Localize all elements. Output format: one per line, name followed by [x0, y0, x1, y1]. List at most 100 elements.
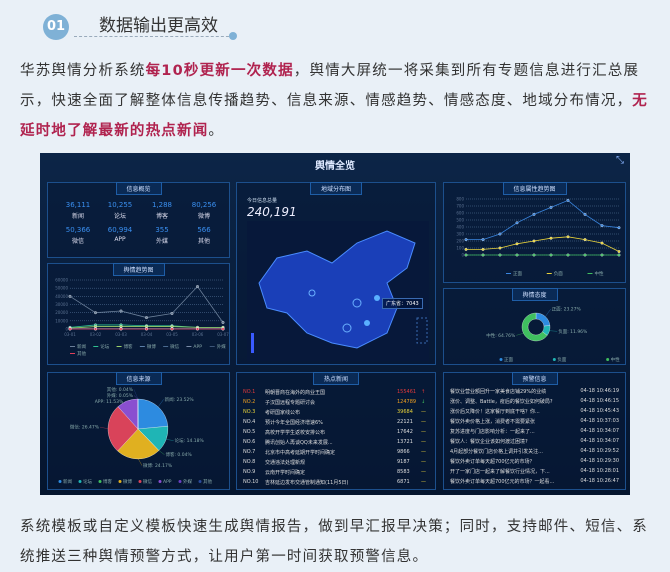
warning-title[interactable]: 餐饮外卖订单每天超700亿元的市场？一起看...: [450, 478, 575, 485]
stat-value: 60,994: [100, 226, 140, 234]
intro-paragraph: 华苏舆情分析系统每10秒更新一次数据，舆情大屏统一将采集到所有专题信息进行汇总展…: [20, 56, 650, 146]
panel-title: 舆情态度: [511, 288, 557, 301]
y-tick-label: 800: [456, 197, 464, 202]
data-point: [601, 224, 604, 227]
x-tick-label: 03-01: [64, 332, 76, 337]
warning-row[interactable]: 开了一家门店一起来了解餐饮行业情况，下...04-18 10:28:01: [450, 466, 619, 476]
legend-label[interactable]: 微博: [123, 478, 132, 485]
y-tick-label: 200: [456, 239, 464, 244]
warning-time: 04-18 10:45:43: [575, 408, 619, 414]
warning-title[interactable]: 餐饮外卖订单每天超700亿元的市场？: [450, 458, 575, 465]
data-point: [516, 243, 519, 246]
warning-row[interactable]: 餐饮外卖订单每天超700亿元的市场？一起看...04-18 10:26:47: [450, 476, 619, 486]
slice-新闻[interactable]: [138, 399, 168, 429]
legend-label[interactable]: 中性: [611, 356, 620, 363]
legend-label[interactable]: 负面: [557, 356, 566, 363]
legend-label[interactable]: 外媒: [183, 478, 192, 485]
legend-label[interactable]: 微博: [147, 343, 156, 350]
news-title[interactable]: 云南开学时间确定: [265, 469, 397, 476]
trend-icon: —: [421, 409, 429, 415]
x-tick-label: 03-02: [90, 332, 102, 337]
news-title[interactable]: 考研国家线公布: [265, 409, 397, 416]
legend-label[interactable]: 其他: [77, 350, 86, 357]
legend-label[interactable]: 中性: [595, 270, 604, 277]
stat-label: APP: [100, 236, 140, 243]
news-title[interactable]: 交通违法处理新规: [265, 459, 397, 466]
stat-value: 80,256: [184, 201, 224, 209]
warning-title[interactable]: 餐饮外卖价格上涨，消费者不需要紧张: [450, 418, 575, 425]
slice-正面[interactable]: [536, 313, 550, 326]
legend-label[interactable]: 博客: [124, 343, 133, 350]
legend-label[interactable]: 新闻: [77, 343, 86, 350]
news-title[interactable]: 预计今年全国经济增速6%: [265, 419, 397, 426]
legend-label[interactable]: 正面: [504, 357, 513, 363]
trend-icon: —: [421, 479, 429, 485]
collapse-arrows-icon[interactable]: ⤡: [616, 155, 624, 166]
news-count: 9866: [397, 449, 421, 455]
legend-label[interactable]: 外媒: [217, 343, 226, 350]
legend-swatch: [59, 480, 62, 483]
warning-title[interactable]: 涨价后又降价！这家餐厅到底干啥？你...: [450, 408, 575, 415]
news-title[interactable]: 北京市中高考延期开学时间确定: [265, 449, 397, 456]
trend-icon: ↑: [421, 389, 429, 395]
news-count: 9187: [397, 459, 421, 465]
warning-row[interactable]: 涨价后又降价！这家餐厅到底干啥？你...04-18 10:45:43: [450, 406, 619, 416]
warning-time: 04-18 10:29:30: [575, 458, 619, 464]
trend-icon: —: [421, 429, 429, 435]
warning-title[interactable]: 餐饮人：餐饮企业该如何渡过困境?: [450, 438, 575, 445]
legend-label[interactable]: 微信: [143, 478, 152, 485]
data-point: [618, 226, 621, 229]
news-title[interactable]: 高校开学学生返校安排公布: [265, 429, 397, 436]
legend-label[interactable]: APP: [163, 479, 172, 485]
news-title[interactable]: 明朝晋商在海外的商业王国: [265, 389, 397, 396]
warning-title[interactable]: 开了一家门店一起来了解餐饮行业情况，下...: [450, 468, 575, 475]
trend-icon: —: [421, 459, 429, 465]
stat-label: 论坛: [100, 211, 140, 220]
legend-label[interactable]: 新闻: [63, 478, 72, 485]
warning-row[interactable]: 餐饮外卖订单每天超700亿元的市场？04-18 10:29:30: [450, 456, 619, 466]
y-tick-label: 700: [456, 204, 464, 209]
warning-title[interactable]: 复苏进度与门店影响分析：一起来了...: [450, 428, 575, 435]
legend-swatch: [159, 480, 162, 483]
legend-label[interactable]: 论坛: [100, 343, 109, 350]
news-title[interactable]: 腾讯创始人再谈QQ未来发展...: [265, 439, 397, 446]
warning-row[interactable]: 涨价、调整、Battle，疫后的餐饮业如何破局?04-18 10:46:15: [450, 396, 619, 406]
news-title[interactable]: 子汉国远程专题研讨会: [265, 399, 397, 406]
legend-label[interactable]: 博客: [103, 478, 112, 485]
legend-label[interactable]: 负面: [554, 270, 563, 277]
legend-label[interactable]: 正面: [513, 271, 522, 277]
warning-title[interactable]: 涨价、调整、Battle，疫后的餐饮业如何破局?: [450, 398, 575, 405]
legend-label[interactable]: 其他: [203, 478, 212, 485]
trend-icon: ↓: [421, 399, 429, 405]
data-point: [171, 328, 174, 331]
warning-title[interactable]: 4月起部分餐饮门店价格上调并引发关注...: [450, 448, 575, 455]
warning-row[interactable]: 复苏进度与门店影响分析：一起来了...04-18 10:34:07: [450, 426, 619, 436]
legend-label[interactable]: APP: [193, 344, 202, 350]
label-leader-line: [516, 333, 523, 335]
warning-row[interactable]: 4月起部分餐饮门店价格上调并引发关注...04-18 10:29:52: [450, 446, 619, 456]
china-map[interactable]: [237, 183, 437, 366]
legend-label[interactable]: 微信: [170, 343, 179, 350]
data-point: [516, 254, 519, 257]
news-title[interactable]: 吉林延边发布交通管制通知(11月5日): [265, 479, 397, 486]
warning-title[interactable]: 餐饮业营业额回升一家美食店铺29%的业绩: [450, 388, 575, 395]
legend-label[interactable]: 论坛: [83, 478, 92, 485]
data-point: [196, 328, 199, 331]
series-line-负面: [466, 237, 619, 252]
warning-row[interactable]: 餐饮人：餐饮企业该如何渡过困境?04-18 10:34:07: [450, 436, 619, 446]
